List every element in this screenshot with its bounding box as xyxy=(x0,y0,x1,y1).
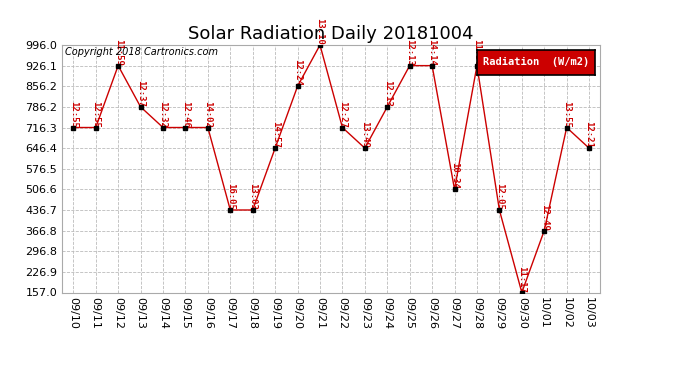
Text: 12:49: 12:49 xyxy=(540,204,549,231)
Text: 13:55: 13:55 xyxy=(562,100,571,128)
Text: 11:56: 11:56 xyxy=(473,39,482,66)
Text: 12:13: 12:13 xyxy=(383,80,392,107)
Text: 13:10: 13:10 xyxy=(315,18,324,45)
Text: Copyright 2018 Cartronics.com: Copyright 2018 Cartronics.com xyxy=(65,48,218,57)
Text: 14:57: 14:57 xyxy=(270,121,279,148)
Text: 14:02: 14:02 xyxy=(204,100,213,128)
Text: 12:21: 12:21 xyxy=(584,121,593,148)
Text: 14:14: 14:14 xyxy=(428,39,437,66)
Text: 16:05: 16:05 xyxy=(226,183,235,210)
Text: 11:59: 11:59 xyxy=(114,39,123,66)
Text: 11:17: 11:17 xyxy=(518,266,526,292)
Text: 10:34: 10:34 xyxy=(450,162,459,189)
Text: 12:46: 12:46 xyxy=(181,100,190,128)
Text: 13:03: 13:03 xyxy=(248,183,257,210)
Text: 12:55: 12:55 xyxy=(91,100,100,128)
Text: 13:49: 13:49 xyxy=(360,121,369,148)
Text: 12:32: 12:32 xyxy=(159,100,168,128)
Text: 12:13: 12:13 xyxy=(405,39,414,66)
Title: Solar Radiation Daily 20181004: Solar Radiation Daily 20181004 xyxy=(188,26,474,44)
Text: 12:37: 12:37 xyxy=(136,80,145,107)
Text: 12:55: 12:55 xyxy=(69,100,78,128)
Text: 12:05: 12:05 xyxy=(495,183,504,210)
Text: 12:27: 12:27 xyxy=(338,100,347,128)
Text: 12:24: 12:24 xyxy=(293,59,302,86)
